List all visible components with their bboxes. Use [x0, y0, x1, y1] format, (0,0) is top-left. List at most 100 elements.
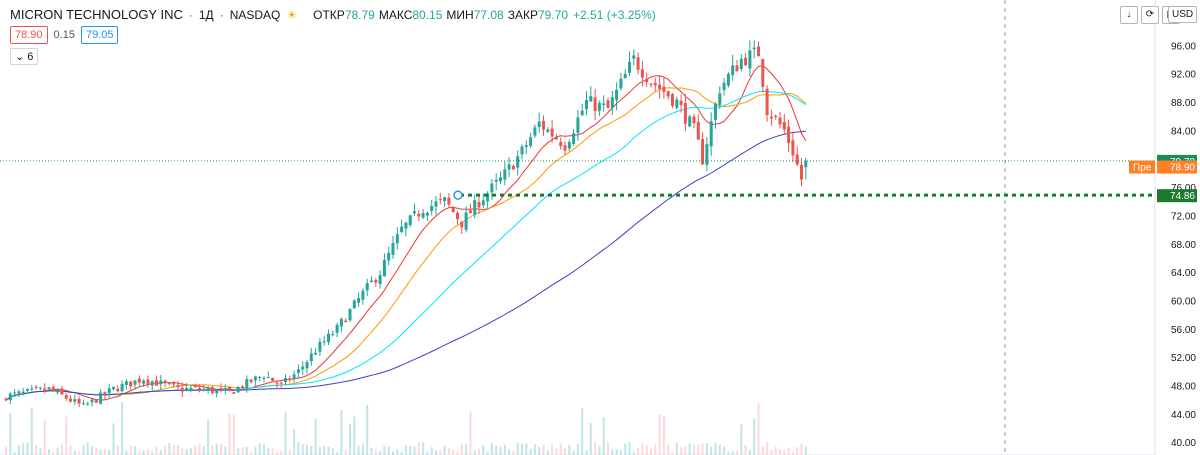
candle-body	[666, 91, 670, 97]
candle-body	[77, 399, 81, 404]
volume-bar	[349, 423, 351, 455]
volume-bar	[688, 443, 691, 455]
candle-body	[4, 398, 8, 401]
volume-bar	[263, 444, 265, 455]
candle-body	[107, 388, 111, 394]
currency-button[interactable]: USD	[1168, 6, 1198, 23]
volume-bar	[108, 450, 111, 455]
volume-bar	[353, 416, 356, 455]
pre-market-tag-bg	[1129, 160, 1155, 174]
candle-body	[597, 102, 601, 111]
volume-bar	[766, 442, 769, 455]
volume-bar	[624, 443, 627, 455]
candle-body	[554, 137, 558, 140]
volume-bar	[486, 451, 489, 455]
volume-bar	[237, 448, 240, 455]
indicators-toggle[interactable]: ⌄ 6	[10, 48, 39, 65]
candle-body	[228, 386, 232, 391]
candle-body	[464, 212, 468, 230]
volume-bar	[86, 442, 89, 455]
interval-label[interactable]: 1Д	[198, 7, 214, 22]
candle-body	[391, 242, 395, 255]
volume-bar	[60, 443, 63, 455]
volume-bar	[366, 404, 369, 455]
candle-body	[606, 100, 610, 108]
volume-bar	[654, 444, 657, 455]
volume-bar	[555, 448, 558, 455]
candle-body	[172, 382, 176, 385]
volume-bar	[280, 451, 283, 455]
volume-bar	[779, 449, 781, 455]
volume-bar	[576, 443, 579, 455]
volume-bar	[796, 446, 799, 455]
volume-bar	[645, 444, 648, 455]
volume-bar	[13, 451, 16, 455]
volume-bar	[452, 450, 455, 455]
candle-body	[103, 392, 107, 395]
volume-bar	[671, 451, 674, 455]
symbol-name[interactable]: MICRON TECHNOLOGY INC	[10, 7, 183, 22]
volume-bar	[103, 448, 106, 455]
volume-bar	[99, 449, 102, 455]
candle-body	[305, 362, 309, 369]
moving-average-line	[5, 90, 807, 401]
candle-body	[417, 213, 421, 217]
buy-price-button[interactable]: 79.05	[80, 26, 119, 44]
candle-body	[292, 374, 296, 379]
high-label: МАКС	[378, 7, 413, 22]
candle-body	[378, 274, 382, 284]
volume-bar	[379, 451, 382, 455]
volume-bar	[521, 443, 523, 455]
sell-price-button[interactable]: 78.90	[10, 26, 48, 44]
candle-body	[769, 116, 773, 119]
candle-body	[185, 387, 189, 391]
candle-body	[279, 382, 283, 384]
volume-bar	[693, 445, 695, 455]
candle-body	[73, 399, 77, 402]
volume-bar	[641, 442, 644, 455]
volume-bar	[439, 449, 442, 455]
volume-bar	[370, 447, 373, 455]
volume-bar	[426, 451, 429, 455]
volume-bar	[650, 448, 652, 455]
candle-body	[47, 387, 51, 390]
candle-body	[688, 116, 692, 127]
refresh-icon[interactable]: ⟳	[1141, 6, 1159, 24]
indicators-count: 6	[27, 51, 34, 63]
volume-bar	[116, 445, 119, 455]
volume-bar	[443, 445, 446, 455]
volume-bar	[607, 442, 609, 455]
candle-body	[236, 387, 240, 393]
close-label: ЗАКР	[507, 7, 538, 22]
pre-market-price-label: 78.90	[1170, 163, 1195, 174]
volume-bar	[224, 446, 227, 455]
volume-bar	[787, 447, 790, 455]
arrow-down-icon[interactable]: ↓	[1120, 6, 1138, 24]
candle-body	[133, 380, 137, 385]
level-price-label: 74.86	[1170, 191, 1195, 202]
volume-bar	[628, 442, 631, 455]
candle-body	[610, 97, 614, 108]
volume-bar	[675, 442, 678, 455]
volume-bar	[17, 445, 20, 455]
y-axis-tick-label: 68.00	[1171, 240, 1196, 251]
candle-body	[215, 389, 219, 394]
candle-body	[404, 222, 408, 229]
y-axis-tick-label: 88.00	[1171, 98, 1196, 109]
volume-bar	[619, 450, 622, 455]
candle-body	[490, 183, 494, 193]
candle-body	[529, 137, 533, 146]
volume-bar	[232, 414, 235, 455]
volume-bar	[542, 444, 545, 455]
volume-bar	[413, 446, 416, 455]
chart-toolbar: ↓ ⟳ ▢	[1120, 6, 1180, 24]
volume-bar	[804, 446, 807, 455]
volume-bar	[658, 414, 661, 455]
volume-bar	[637, 447, 640, 455]
volume-bar	[241, 447, 244, 455]
candle-body	[206, 387, 210, 391]
candle-body	[69, 398, 72, 402]
candle-body	[210, 387, 214, 394]
candle-body	[787, 126, 791, 144]
